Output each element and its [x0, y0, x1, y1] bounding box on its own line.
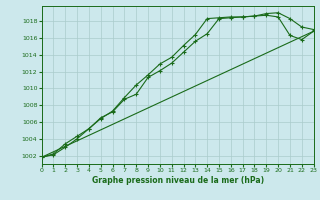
X-axis label: Graphe pression niveau de la mer (hPa): Graphe pression niveau de la mer (hPa)	[92, 176, 264, 185]
